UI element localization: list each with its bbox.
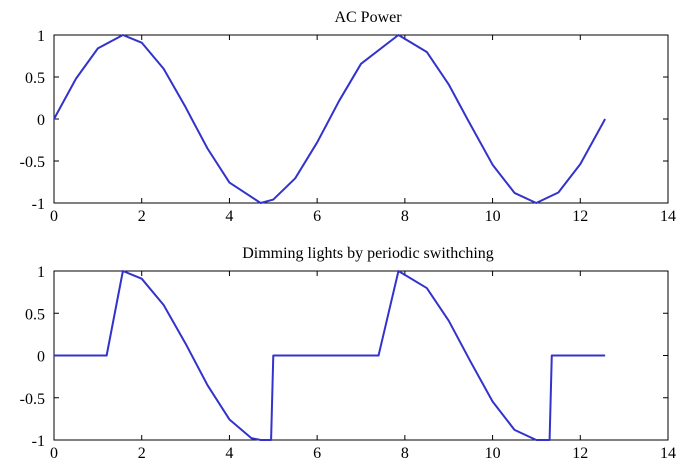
y-tick-label: 1 xyxy=(37,264,45,281)
y-tick-labels: 1 0.5 0 -0.5 -1 xyxy=(20,264,45,450)
y-tick-labels: 1 0.5 0 -0.5 -1 xyxy=(20,28,45,213)
y-tick-marks xyxy=(54,34,668,204)
x-tick-label: 0 xyxy=(50,445,58,462)
x-tick-label: 14 xyxy=(660,208,676,225)
x-tick-marks xyxy=(53,271,669,440)
x-tick-label: 6 xyxy=(313,208,321,225)
series-line-dimming xyxy=(54,270,606,441)
x-tick-label: 8 xyxy=(401,445,409,462)
y-tick-label: 0 xyxy=(37,349,45,366)
x-tick-label: 10 xyxy=(485,208,501,225)
y-tick-label: 0 xyxy=(37,112,45,129)
chart-title: AC Power xyxy=(334,9,402,26)
x-tick-label: 12 xyxy=(572,445,588,462)
x-tick-label: 4 xyxy=(225,208,233,225)
y-tick-label: -0.5 xyxy=(20,391,45,408)
x-tick-label: 10 xyxy=(485,445,501,462)
x-tick-label: 8 xyxy=(401,208,409,225)
y-tick-label: 0.5 xyxy=(25,306,45,323)
y-tick-label: -0.5 xyxy=(20,154,45,171)
y-tick-label: 0.5 xyxy=(25,70,45,87)
plot-area-frame xyxy=(53,34,669,204)
x-tick-label: 6 xyxy=(313,445,321,462)
chart-title: Dimming lights by periodic swithching xyxy=(242,245,494,262)
y-tick-label: -1 xyxy=(32,196,45,213)
x-tick-label: 4 xyxy=(225,445,233,462)
x-tick-marks xyxy=(53,35,669,203)
series-line-ac-power xyxy=(53,34,607,204)
y-tick-label: 1 xyxy=(37,28,45,45)
x-tick-label: 2 xyxy=(138,445,146,462)
x-tick-label: 0 xyxy=(50,208,58,225)
x-tick-label: 2 xyxy=(138,208,146,225)
x-tick-labels: 0 2 4 6 8 10 12 14 xyxy=(50,208,676,225)
x-tick-label: 12 xyxy=(572,208,588,225)
x-tick-labels: 0 2 4 6 8 10 12 14 xyxy=(50,445,676,462)
chart-ac-power: AC Power 0 2 4 6 8 10 12 14 1 0.5 0 -0.5… xyxy=(20,9,676,225)
y-tick-label: -1 xyxy=(32,433,45,450)
chart-dimming: Dimming lights by periodic swithching 0 … xyxy=(20,245,676,462)
x-tick-label: 14 xyxy=(660,445,676,462)
